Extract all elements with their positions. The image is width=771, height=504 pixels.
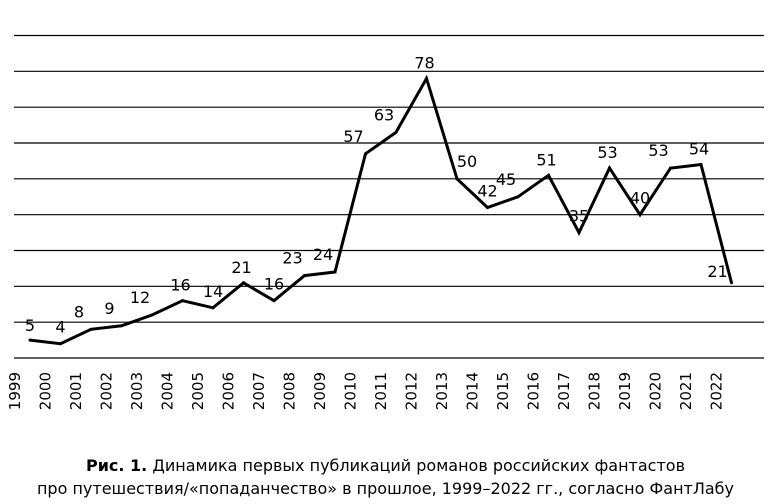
x-tick-2005: 2005 — [189, 372, 207, 410]
data-point-2021 — [699, 163, 703, 166]
x-tick-2020: 2020 — [647, 372, 665, 410]
data-point-2013 — [455, 177, 459, 181]
data-point-2016 — [547, 173, 550, 177]
data-point-2019 — [638, 213, 642, 217]
data-point-2011 — [394, 130, 398, 134]
data-point-2018 — [608, 166, 611, 170]
figure-caption: Рис. 1. Динамика первых публикаций роман… — [0, 454, 771, 500]
data-point-2017 — [577, 231, 581, 235]
data-label-2012: 78 — [414, 54, 434, 73]
data-point-2022 — [730, 281, 733, 285]
data-label-1999: 5 — [25, 316, 35, 335]
data-point-2003 — [150, 313, 154, 317]
data-point-1999 — [28, 338, 32, 342]
caption-figure-label: Рис. 1. — [85, 456, 148, 475]
x-tick-2018: 2018 — [586, 372, 604, 410]
x-tick-2010: 2010 — [342, 372, 360, 410]
data-label-2018: 53 — [597, 143, 617, 162]
x-tick-2015: 2015 — [494, 372, 512, 410]
data-point-2012 — [425, 77, 428, 80]
data-point-2009 — [333, 270, 337, 274]
data-point-2014 — [486, 206, 489, 209]
data-label-2016: 51 — [536, 150, 556, 169]
data-label-2009: 24 — [313, 245, 333, 264]
x-tick-2003: 2003 — [128, 372, 146, 410]
data-label-2022: 21 — [707, 262, 727, 281]
x-tick-2022: 2022 — [708, 372, 726, 410]
caption-line-1: Рис. 1. Динамика первых публикаций роман… — [0, 454, 771, 477]
x-tick-2016: 2016 — [525, 372, 543, 410]
data-point-2015 — [516, 195, 520, 199]
x-tick-2000: 2000 — [37, 372, 55, 410]
data-label-2019: 40 — [630, 189, 650, 208]
data-label-2015: 45 — [496, 170, 516, 189]
x-tick-2006: 2006 — [220, 372, 238, 410]
data-point-2005 — [211, 306, 215, 310]
data-point-2002 — [120, 324, 123, 328]
data-label-2020: 53 — [648, 141, 668, 160]
data-label-2008: 23 — [282, 249, 302, 268]
x-tick-2007: 2007 — [250, 372, 268, 410]
gridlines — [14, 34, 764, 359]
data-point-2000 — [59, 342, 62, 346]
x-tick-2012: 2012 — [403, 372, 421, 410]
data-label-2021: 54 — [689, 140, 709, 159]
data-label-2017: 35 — [569, 207, 589, 226]
data-label-2011: 63 — [374, 105, 394, 124]
x-tick-2009: 2009 — [311, 372, 329, 410]
data-label-2007: 16 — [264, 275, 284, 294]
data-point-2010 — [364, 152, 367, 156]
data-label-2000: 4 — [55, 318, 65, 337]
x-tick-1999: 1999 — [6, 372, 24, 410]
x-tick-2004: 2004 — [159, 372, 177, 410]
data-point-2001 — [89, 327, 93, 331]
data-point-2004 — [181, 299, 184, 303]
data-point-2007 — [272, 299, 276, 303]
data-point-2020 — [669, 166, 672, 170]
x-tick-2002: 2002 — [98, 372, 116, 410]
data-label-2010: 57 — [343, 127, 363, 146]
x-tick-2017: 2017 — [555, 372, 573, 410]
caption-text-1: Динамика первых публикаций романов росси… — [147, 456, 686, 475]
x-tick-2021: 2021 — [677, 372, 695, 410]
x-tick-2014: 2014 — [464, 372, 482, 410]
data-label-2003: 12 — [130, 288, 150, 307]
data-label-2006: 21 — [231, 258, 251, 277]
data-label-2013: 50 — [457, 152, 477, 171]
x-axis-ticks: 1999 2000 2001 2002 2003 2004 2005 2006 2007 2008… — [6, 372, 726, 410]
x-tick-2001: 2001 — [67, 372, 85, 410]
data-point-2008 — [303, 274, 306, 278]
caption-line-2: про путешествия/«попаданчество» в прошло… — [36, 479, 735, 498]
data-label-2005: 14 — [203, 282, 223, 301]
data-point-2006 — [242, 281, 245, 285]
series-line — [29, 74, 733, 346]
x-tick-2013: 2013 — [433, 372, 451, 410]
x-tick-2011: 2011 — [372, 372, 390, 410]
data-label-2004: 16 — [170, 276, 190, 295]
data-label-2014: 42 — [477, 182, 497, 201]
x-tick-2008: 2008 — [281, 372, 299, 410]
x-tick-2019: 2019 — [616, 372, 634, 410]
data-label-2002: 9 — [104, 299, 114, 318]
data-label-2001: 8 — [74, 302, 84, 321]
